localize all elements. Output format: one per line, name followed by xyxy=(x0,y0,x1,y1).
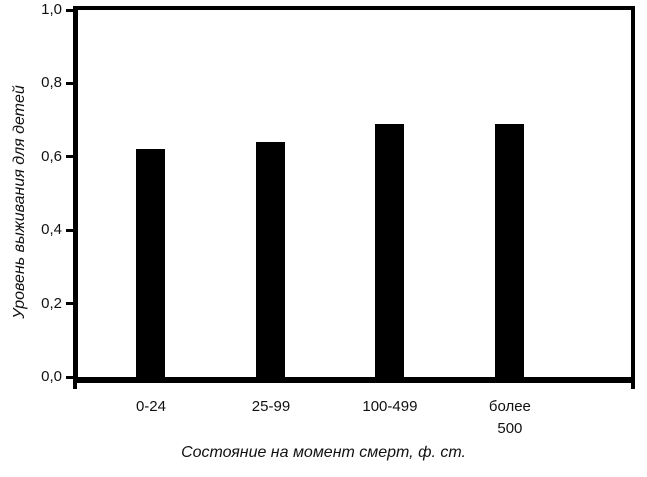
x-tick-label-3: 100-499 xyxy=(362,398,418,415)
y-tick-mark-0,4 xyxy=(66,228,73,232)
y-tick-mark-0,0 xyxy=(66,375,73,379)
bar-4 xyxy=(495,123,525,377)
x-axis-end-tick-left xyxy=(73,383,77,389)
y-tick-mark-1,0 xyxy=(66,8,73,12)
x-tick-label-1: 0-24 xyxy=(135,398,166,415)
y-tick-label-0,0: 0,0 xyxy=(41,368,62,385)
y-axis-title: Уровень выживания для детей xyxy=(11,85,28,319)
plot-area-frame xyxy=(73,6,635,383)
bar-2 xyxy=(256,142,286,377)
x-tick-label-2: 25-99 xyxy=(251,398,291,415)
y-tick-mark-0,2 xyxy=(66,302,73,306)
y-tick-label-0,4: 0,4 xyxy=(41,221,62,239)
x-tick-label-4: более 500 xyxy=(488,398,531,437)
plot-area xyxy=(78,10,631,377)
y-tick-label-0,8: 0,8 xyxy=(41,74,62,92)
y-tick-mark-0,8 xyxy=(66,81,73,85)
bar-1 xyxy=(136,149,166,377)
y-tick-mark-0,6 xyxy=(66,155,73,159)
y-tick-label-0,6: 0,6 xyxy=(41,147,62,165)
x-axis-end-tick-right xyxy=(631,383,635,389)
bar-3 xyxy=(375,123,405,377)
x-axis-title: Состояние на момент смерт, ф. ст. xyxy=(181,444,466,461)
y-tick-label-0,2: 0,2 xyxy=(41,294,62,312)
y-tick-label-1,0: 1,0 xyxy=(41,1,62,18)
